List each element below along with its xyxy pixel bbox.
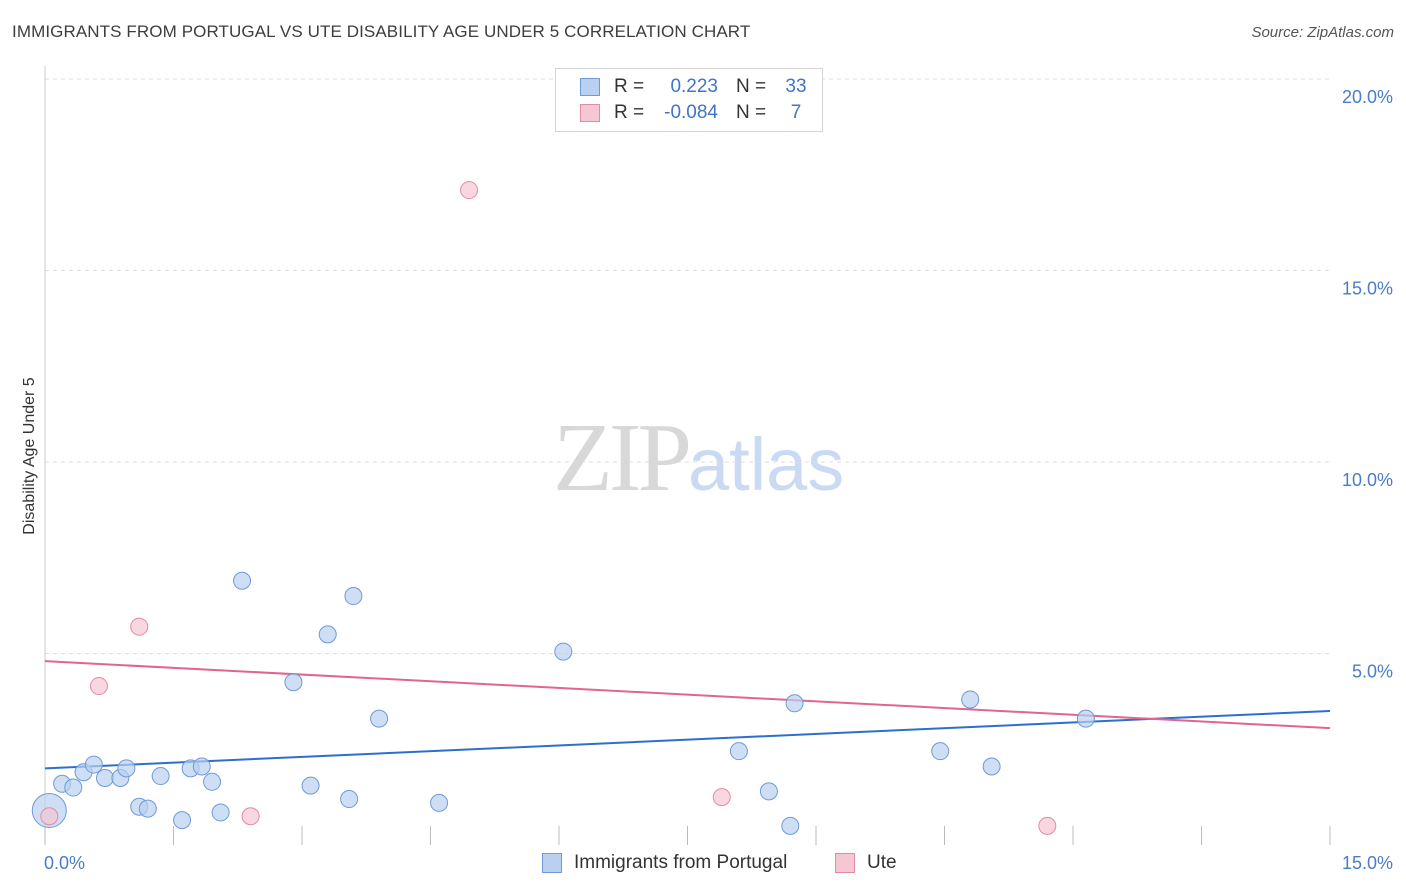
data-point-portugal	[370, 709, 389, 728]
data-point-portugal	[931, 742, 950, 761]
source-label: Source: ZipAtlas.com	[1251, 24, 1394, 41]
data-point-portugal	[64, 778, 83, 797]
legend-n-label: N =	[736, 76, 767, 97]
legend-n-value: 7	[790, 102, 802, 123]
watermark-zip: ZIP	[553, 404, 692, 512]
watermark: ZIPatlas	[553, 400, 844, 514]
data-point-portugal	[318, 625, 337, 644]
bottom-legend-swatch-portugal	[542, 853, 562, 873]
data-point-portugal	[173, 811, 192, 830]
data-point-portugal	[117, 759, 136, 778]
data-point-ute	[89, 677, 108, 696]
y-tick-label: 5.0%	[1352, 662, 1393, 682]
data-point-portugal	[554, 642, 573, 661]
data-point-portugal	[284, 673, 303, 692]
bottom-legend-label-portugal: Immigrants from Portugal	[574, 852, 788, 873]
data-point-portugal	[84, 755, 103, 774]
legend-r-value: 0.223	[670, 76, 718, 97]
y-tick-label: 15.0%	[1342, 279, 1393, 299]
data-point-portugal	[233, 571, 252, 590]
trend-line	[44, 660, 1331, 730]
tick-labels: 5.0% 10.0% 15.0% 20.0% 0.0% 15.0%	[44, 87, 1393, 873]
trend-lines	[44, 660, 1331, 770]
watermark-atlas: atlas	[688, 423, 845, 506]
data-point-portugal	[95, 768, 114, 787]
data-point-portugal	[344, 587, 363, 606]
data-point-portugal	[781, 816, 800, 835]
legend-n-label: N =	[736, 102, 767, 123]
data-point-portugal	[301, 776, 320, 795]
data-point-portugal	[961, 690, 980, 709]
bottom-legend-swatch-ute	[835, 853, 855, 873]
y-axis-label: Disability Age Under 5	[21, 377, 38, 535]
data-points	[31, 181, 1095, 835]
axes	[44, 66, 1331, 845]
x-tick-label: 15.0%	[1342, 853, 1393, 873]
data-point-ute	[40, 807, 59, 826]
trend-line	[44, 709, 1331, 770]
x-tick-label: 0.0%	[44, 853, 85, 873]
legend-r-value: -0.084	[664, 102, 718, 123]
bottom-legend-label-ute: Ute	[867, 852, 897, 873]
data-point-ute	[241, 807, 260, 826]
legend-n-value: 33	[785, 76, 807, 97]
data-point-portugal	[729, 742, 748, 761]
grid-lines	[45, 78, 1330, 654]
legend-r-label: R =	[614, 102, 645, 123]
data-point-portugal	[340, 790, 359, 809]
data-point-portugal	[759, 782, 778, 801]
data-point-portugal	[203, 772, 222, 791]
data-point-portugal	[211, 803, 230, 822]
legend-swatch-ute	[580, 104, 600, 122]
legend-r-label: R =	[614, 76, 645, 97]
data-point-portugal	[192, 757, 211, 776]
data-point-portugal	[138, 799, 157, 818]
data-point-portugal	[785, 694, 804, 713]
data-point-portugal	[1076, 709, 1095, 728]
data-point-ute	[130, 617, 149, 636]
legend-swatch-portugal	[580, 78, 600, 96]
data-point-portugal	[982, 757, 1001, 776]
chart-title: IMMIGRANTS FROM PORTUGAL VS UTE DISABILI…	[12, 22, 751, 41]
correlation-legend: R = 0.223 N = 33 R = -0.084 N = 7	[555, 68, 823, 132]
data-point-portugal	[430, 793, 449, 812]
y-tick-label: 10.0%	[1342, 470, 1393, 490]
data-point-portugal	[151, 767, 170, 786]
data-point-ute	[1038, 816, 1057, 835]
data-point-ute	[712, 788, 731, 807]
data-point-ute	[460, 181, 479, 200]
y-tick-label: 20.0%	[1342, 87, 1393, 107]
